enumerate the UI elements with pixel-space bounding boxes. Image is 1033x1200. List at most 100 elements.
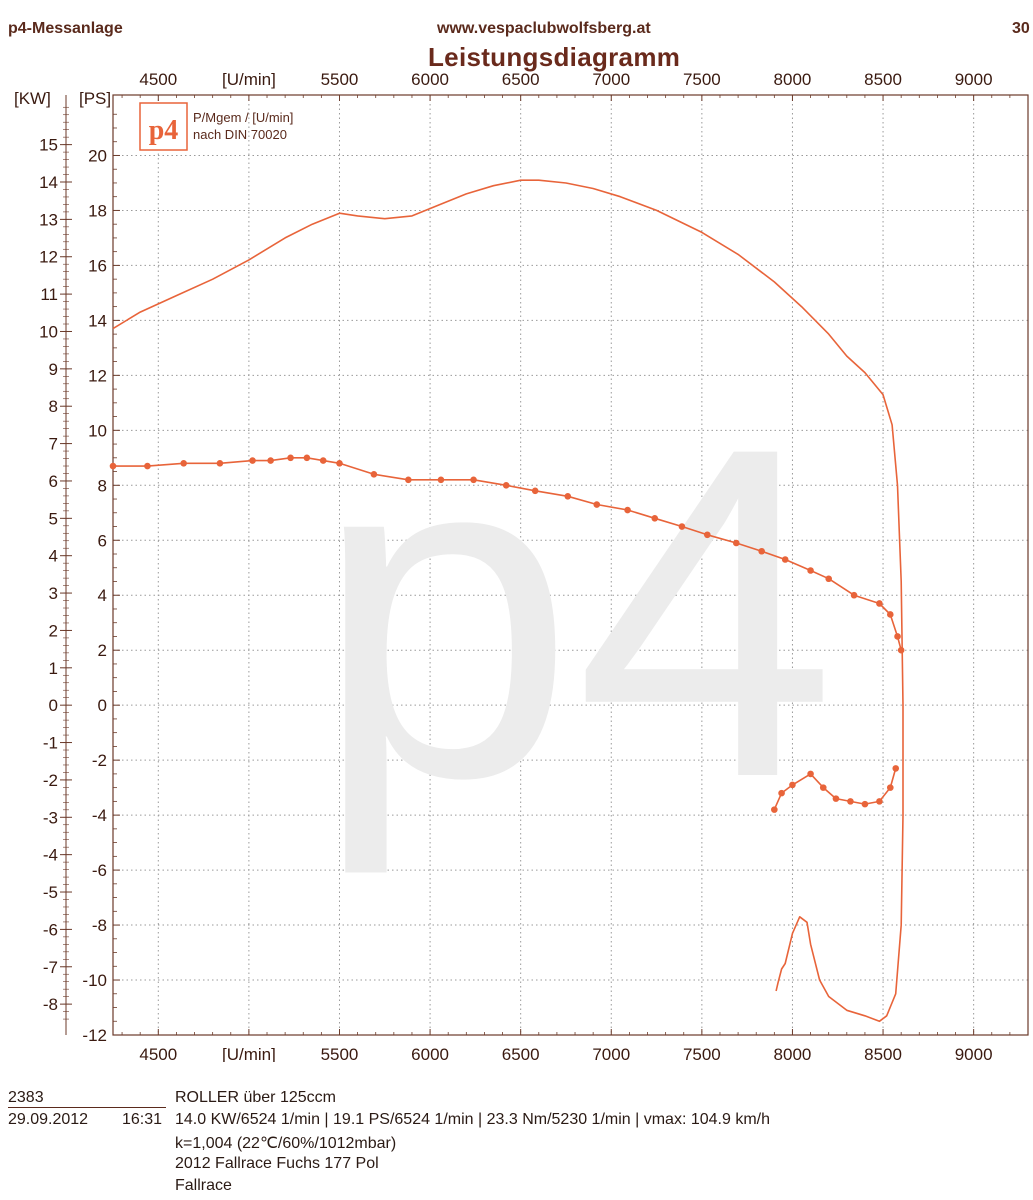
kw-tick-label: -8 [43,995,58,1014]
logo-box: p4 P/Mgem / [U/min] nach DIN 70020 [139,102,293,151]
series-point-torque [593,501,601,508]
x-tick-label-top: 8000 [774,70,812,89]
series-point-torque [703,531,711,539]
ps-tick-label: 18 [88,201,107,220]
x-tick-label-top: 6500 [502,70,540,89]
kw-tick-label: 5 [49,509,58,528]
x-tick-label-top: [U/min] [222,70,276,89]
logo-line-2: nach DIN 70020 [193,127,287,142]
ps-tick-label: 10 [88,421,107,440]
chart-axes: 45004500[U/min][U/min]550055006000600065… [14,70,1029,1062]
series-point-torque [180,460,187,467]
series-point-torque_low [892,765,900,772]
kw-tick-label: 8 [49,397,58,416]
x-tick-label-bottom: 7000 [592,1045,630,1062]
series-point-torque [303,454,311,462]
info-date: 29.09.2012 [8,1111,89,1128]
series-point-torque [876,600,883,607]
logo-line-1: P/Mgem / [U/min] [193,110,293,125]
series-point-torque_low [876,798,883,805]
ps-tick-label: -8 [92,916,107,935]
power-chart: p4 45004500[U/min][U/min]550055006000600… [14,70,1029,1062]
plot-frame [112,94,1029,1036]
ps-tick-label: 16 [88,256,107,275]
series-point-torque [886,611,894,618]
kw-tick-label: 4 [49,547,58,566]
x-tick-label-bottom: 8000 [774,1045,812,1062]
x-tick-label-top: 4500 [139,70,177,89]
x-tick-label-top: 6000 [411,70,449,89]
info-line-4: Fallrace [175,1177,232,1194]
kw-tick-label: -4 [43,846,58,865]
series-point-torque [624,506,631,514]
watermark-p4: p4 [314,350,837,878]
ps-tick-label: 6 [98,531,107,550]
x-tick-label-bottom: [U/min] [222,1045,276,1062]
kw-tick-label: -2 [43,771,58,790]
kw-tick-label: 0 [49,696,58,715]
series-point-torque_low [789,781,796,789]
kw-tick-label: -1 [43,734,58,753]
info-id: 2383 [8,1089,166,1108]
ps-axis-label: [PS] [79,89,111,108]
x-tick-label-bottom: 4500 [139,1045,177,1062]
x-tick-label-bottom: 9000 [955,1045,993,1062]
x-tick-label-top: 8500 [864,70,902,89]
x-tick-label-top: 5500 [321,70,359,89]
x-tick-label-top: 7000 [592,70,630,89]
chart-series [109,179,905,1023]
series-point-torque_low [778,789,785,797]
ps-tick-label: 12 [88,366,107,385]
ps-tick-label: -12 [82,1026,107,1045]
x-tick-label-bottom: 6000 [411,1045,449,1062]
series-point-torque [370,470,378,478]
ps-tick-label: -4 [92,806,107,825]
series-point-torque [287,454,294,462]
kw-tick-label: 9 [49,360,58,379]
ps-tick-label: -6 [92,861,107,880]
series-point-torque [651,514,659,522]
series-point-torque_low [771,806,778,813]
series-point-torque [531,487,539,495]
ps-tick-label: 14 [88,311,107,330]
info-results: 14.0 KW/6524 1/min | 19.1 PS/6524 1/min … [175,1111,770,1128]
series-point-torque [319,457,327,464]
info-time: 16:31 [122,1111,163,1128]
series-point-torque [732,539,740,547]
series-point-torque [470,476,477,484]
x-tick-label-bottom: 8500 [864,1045,902,1062]
series-point-torque [144,462,151,470]
kw-axis-label: [KW] [14,89,51,108]
series-point-torque [249,457,256,464]
series-point-torque_low [847,798,854,805]
info-vehicle: ROLLER über 125ccm [175,1089,336,1106]
ps-tick-label: 20 [88,146,107,165]
series-line-power_ps [112,179,904,1023]
series-point-torque [850,591,858,599]
header-website: www.vespaclubwolfsberg.at [437,20,651,37]
series-point-torque_low [886,784,894,791]
kw-tick-label: 7 [49,435,58,454]
kw-tick-label: 12 [39,248,58,267]
kw-tick-label: 2 [49,621,58,640]
series-point-torque [678,523,686,530]
kw-tick-label: -3 [43,808,58,827]
ps-tick-label: -10 [82,971,107,990]
series-point-torque [437,476,445,484]
x-tick-label-bottom: 6500 [502,1045,540,1062]
kw-tick-label: 3 [49,584,58,603]
kw-tick-label: 10 [39,322,58,341]
logo-mark: p4 [149,115,179,146]
kw-tick-label: 1 [49,659,58,678]
series-point-torque [267,457,274,464]
series-point-torque [897,646,905,654]
x-tick-label-bottom: 7500 [683,1045,721,1062]
series-point-torque [807,567,814,574]
series-point-torque_low [807,770,814,778]
series-point-torque [336,460,343,467]
series-line-torque [113,457,902,651]
info-line-3: 2012 Fallrace Fuchs 177 Pol [175,1155,379,1172]
ps-tick-label: -2 [92,751,107,770]
chart-grid [113,95,1028,1036]
ps-tick-label: 8 [98,476,107,495]
